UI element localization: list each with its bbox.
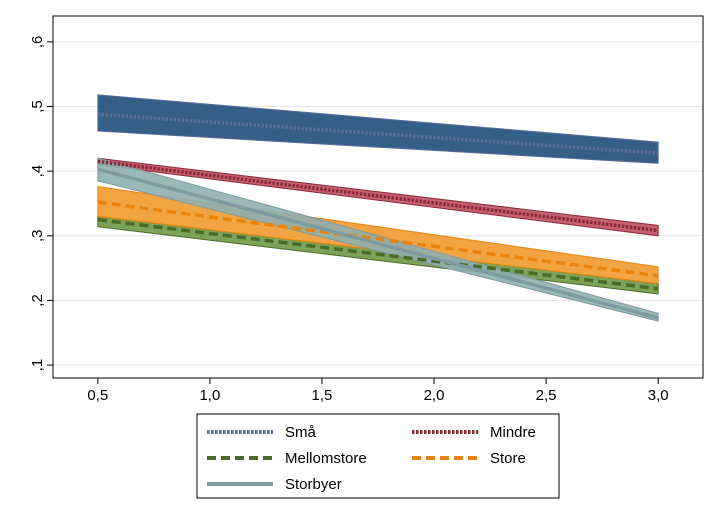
y-tick-label-4: ,5 — [29, 100, 46, 113]
legend-label-mellomstore: Mellomstore — [285, 450, 367, 467]
legend-label-storbyer: Storbyer — [285, 476, 342, 493]
axes: ,1 ,2 ,3 ,4 ,5 ,6 0,5 1,0 1,5 2,0 2,5 3,0 — [29, 36, 669, 404]
legend-label-store: Store — [490, 450, 526, 467]
plot-frame — [52, 15, 704, 379]
series-line-mindre — [97, 159, 659, 233]
legend: Små Mindre Mellomstore Store Storbyer — [196, 413, 560, 499]
x-tick-label-3: 2,0 — [424, 387, 445, 404]
series-line-mellomstore — [97, 217, 659, 291]
legend-label-mindre: Mindre — [490, 424, 536, 441]
legend-label-sma: Små — [285, 424, 317, 441]
series-line-store — [97, 200, 659, 278]
y-tick-label-1: ,2 — [29, 294, 46, 307]
y-tick-label-2: ,3 — [29, 230, 46, 243]
y-tick-label-0: ,1 — [29, 359, 46, 372]
x-tick-label-5: 3,0 — [648, 387, 669, 404]
series-line-storbyer — [97, 167, 659, 320]
x-tick-label-4: 2,5 — [536, 387, 557, 404]
y-tick-label-3: ,4 — [29, 165, 46, 178]
band-sma — [97, 94, 659, 164]
series-line-sma — [97, 112, 659, 155]
x-tick-label-1: 1,0 — [199, 387, 220, 404]
y-tick-label-5: ,6 — [29, 36, 46, 49]
series-lines — [97, 112, 659, 320]
x-tick-label-0: 0,5 — [87, 387, 108, 404]
x-tick-label-2: 1,5 — [312, 387, 333, 404]
